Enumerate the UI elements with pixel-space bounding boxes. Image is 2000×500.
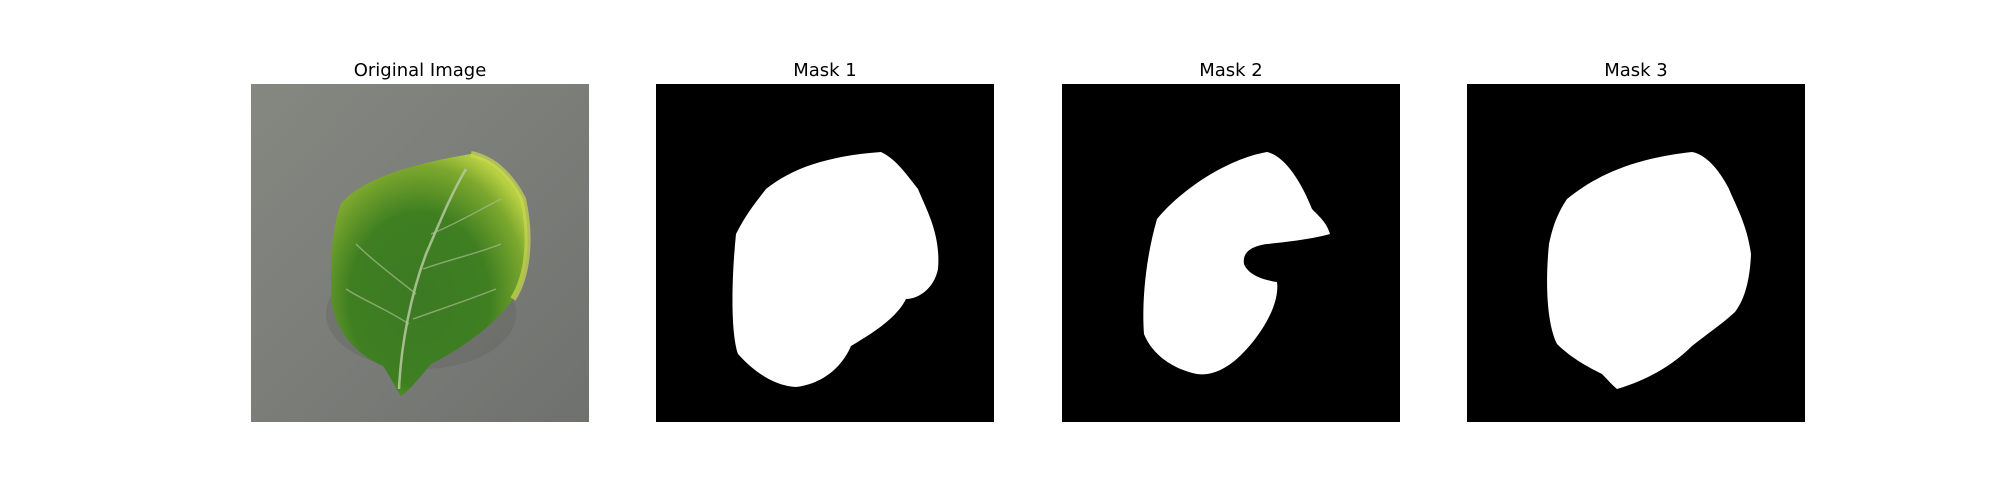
panel-title: Mask 3 bbox=[1604, 60, 1668, 81]
panel-mask-1: Mask 1 bbox=[656, 58, 994, 422]
panel-title: Original Image bbox=[353, 60, 487, 81]
panel-mask-2: Mask 2 bbox=[1062, 58, 1400, 422]
mask-2-image bbox=[1062, 84, 1400, 422]
panel-original-image: Original Image bbox=[251, 58, 589, 422]
panel-mask-3: Mask 3 bbox=[1467, 58, 1805, 422]
mask-2-region bbox=[1143, 152, 1330, 375]
leaf-shape bbox=[330, 154, 528, 396]
leaf-midrib bbox=[397, 168, 468, 390]
mask-3-image bbox=[1467, 84, 1805, 422]
panel-title: Mask 2 bbox=[1199, 60, 1263, 81]
mask-1-region bbox=[732, 152, 939, 387]
mask-3-region bbox=[1547, 152, 1751, 389]
mask-1-image bbox=[656, 84, 994, 422]
original-leaf-image bbox=[251, 84, 589, 422]
panel-title: Mask 1 bbox=[793, 60, 857, 81]
